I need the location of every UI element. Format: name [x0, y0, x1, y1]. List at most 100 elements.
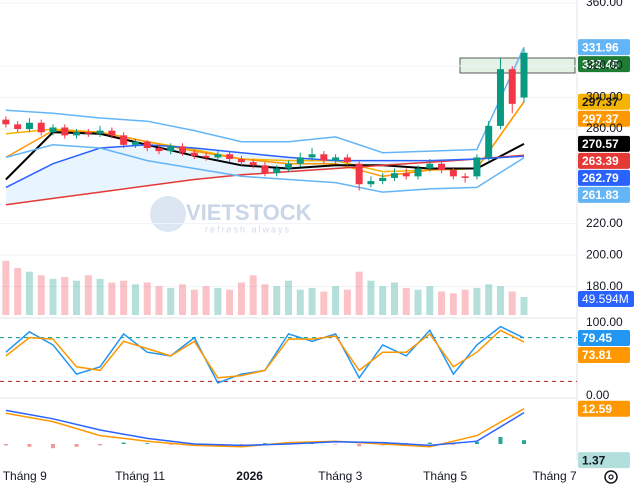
- candle-body: [167, 146, 175, 152]
- price-badge: [578, 110, 630, 127]
- price-badge: [578, 400, 630, 417]
- band-fill: [5, 144, 524, 205]
- price-badge: [578, 152, 630, 169]
- candle-body: [332, 157, 340, 161]
- volume-bar: [402, 287, 410, 315]
- y-tick-label: 0.00: [586, 388, 610, 402]
- candle-body: [214, 154, 222, 158]
- candle-body: [461, 176, 469, 178]
- indicator-line: [5, 101, 525, 178]
- candle-body: [426, 163, 434, 169]
- volume-bar: [84, 275, 92, 315]
- volume-bar: [496, 286, 504, 315]
- price-badge-label: 297.37: [582, 95, 619, 109]
- volume-bar: [461, 289, 469, 315]
- price-badge: [578, 39, 630, 56]
- candle-body: [320, 154, 328, 161]
- candle-body: [390, 173, 398, 178]
- histogram-bar: [427, 442, 432, 444]
- zone-box: [459, 57, 576, 74]
- candle-body: [273, 168, 281, 174]
- price-badge-label: 270.57: [582, 137, 619, 151]
- histogram-bar: [262, 443, 267, 444]
- price-badge: [578, 330, 630, 347]
- candle-body: [61, 127, 69, 136]
- volume-bar: [143, 282, 151, 315]
- volume-bar: [414, 289, 422, 315]
- candle-body: [237, 159, 245, 163]
- volume-bar: [108, 282, 116, 315]
- volume-bar: [332, 286, 340, 315]
- candle-body: [496, 69, 504, 126]
- gear[interactable]: [604, 470, 618, 484]
- histogram-bar: [451, 444, 456, 445]
- candle-body: [308, 154, 316, 158]
- price-badge-label: 263.39: [582, 154, 619, 168]
- badge-layer: 331.96 328.45 297.37 297.37 270.57 263.39 262.…: [578, 39, 634, 469]
- volume-bar: [190, 289, 198, 315]
- settings-icon[interactable]: [604, 470, 618, 484]
- volume-bar: [473, 287, 481, 315]
- histogram-bar: [74, 444, 79, 447]
- volume-bar: [285, 280, 292, 315]
- price-badge-label: 1.37: [582, 453, 606, 467]
- volume-bar: [179, 284, 187, 315]
- price-badge-label: 12.59: [582, 402, 612, 416]
- candle-body: [296, 157, 304, 164]
- volume-bar: [167, 287, 175, 315]
- volume-bar: [14, 268, 22, 315]
- volume-bar: [296, 289, 304, 315]
- candle-body: [96, 130, 104, 134]
- candle-body: [25, 122, 33, 130]
- indicator-line: [5, 329, 525, 379]
- candle-body: [438, 163, 446, 171]
- volume-bar: [25, 271, 33, 315]
- y-tick-label: 180.00: [586, 279, 623, 293]
- plot-layer: [0, 2, 577, 449]
- candle-body: [226, 154, 234, 159]
- candle-body: [508, 69, 516, 104]
- x-tick-label: Tháng 7: [533, 469, 577, 483]
- histogram-bar: [50, 444, 55, 449]
- candle-body: [73, 132, 81, 136]
- candle-body: [355, 163, 363, 185]
- price-badge: [578, 452, 630, 469]
- y-tick-label: 220.00: [586, 216, 623, 230]
- price-badge: [578, 56, 630, 73]
- histogram-bar: [498, 437, 503, 444]
- price-badge-label: 328.45: [582, 57, 619, 71]
- indicator-line: [5, 408, 525, 448]
- gear-center[interactable]: [608, 474, 614, 480]
- candle-body: [14, 124, 22, 130]
- candle-body: [449, 170, 457, 177]
- x-tick-label: Tháng 11: [115, 469, 165, 483]
- volume-badge-label: 49.594M: [582, 292, 629, 306]
- candle-body: [343, 157, 351, 163]
- y-tick-label: 200.00: [586, 247, 623, 261]
- histogram-bar: [310, 443, 315, 444]
- histogram-bar: [168, 444, 173, 445]
- candle-body: [520, 52, 528, 98]
- price-badge: [578, 135, 630, 152]
- watermark-logo: [150, 196, 186, 232]
- volume-bar: [214, 287, 222, 315]
- price-badge-label: 331.96: [582, 40, 619, 54]
- x-tick-label: Tháng 3: [318, 469, 362, 483]
- volume-bar: [308, 287, 316, 315]
- candle-body: [131, 141, 139, 145]
- volume-bar: [249, 275, 257, 315]
- volume-bar: [379, 286, 387, 315]
- volume-bar: [226, 289, 234, 315]
- histogram-bar: [121, 442, 126, 444]
- histogram-bar: [357, 444, 362, 447]
- candle-body: [155, 147, 163, 152]
- candle-body: [414, 168, 422, 177]
- price-badge: [578, 347, 630, 364]
- volume-bar: [2, 260, 10, 315]
- price-badge: [578, 169, 630, 186]
- candle-body: [190, 152, 198, 156]
- volume-bar: [367, 280, 375, 315]
- candle-body: [84, 132, 92, 134]
- volume-bar: [237, 282, 245, 315]
